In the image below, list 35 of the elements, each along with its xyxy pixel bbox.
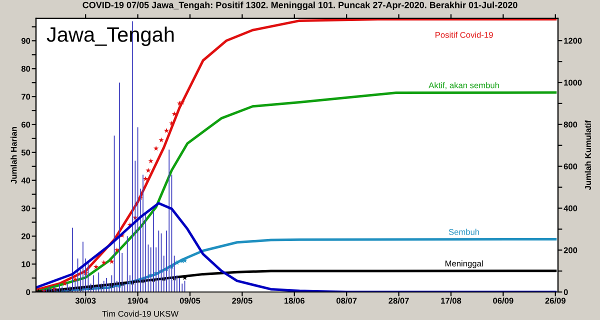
x-tick-label: 19/04 xyxy=(128,298,148,304)
y2-tick-label: 0 xyxy=(564,289,568,296)
y2-tick-label: 600 xyxy=(564,164,578,170)
series-label: Sembuh xyxy=(448,228,480,235)
y-tick-label: 60 xyxy=(21,122,30,128)
y-tick-label: 10 xyxy=(22,261,30,268)
y2-tick-label: 1000 xyxy=(564,80,582,86)
y-axis-title: Jumlah Harian xyxy=(10,127,17,184)
y2-tick-label: 200 xyxy=(564,247,578,254)
y-tick-label: 0 xyxy=(26,289,30,296)
chart-title: COVID-19 07/05 Jawa_Tengah: Positif 1302. Meninggal 101. Puncak 27-Apr-2020. Berakhir 01-Jul-2020 xyxy=(82,2,518,10)
y-tick-label: 40 xyxy=(21,178,30,184)
y2-tick-label: 800 xyxy=(564,122,578,128)
x-tick-label: 28/07 xyxy=(388,298,409,304)
series-label: Aktif, akan sembuh xyxy=(428,82,499,90)
text: Tim Covid-19 UKSW xyxy=(102,310,179,317)
y-tick-label: 30 xyxy=(21,205,30,212)
series-label: Meninggal xyxy=(446,260,483,268)
y2-tick-label: 400 xyxy=(564,205,578,212)
x-tick-label: 06/09 xyxy=(493,298,514,304)
x-tick-label: 29/05 xyxy=(232,298,252,304)
y-tick-label: 70 xyxy=(22,94,30,100)
x-tick-label: 08/07 xyxy=(336,298,357,304)
y2-tick-label: 1200 xyxy=(564,38,582,44)
y-tick-label: 80 xyxy=(21,66,30,72)
x-tick-label: 26/09 xyxy=(545,298,566,304)
y-tick-label: 50 xyxy=(21,150,30,156)
y2-axis-title: Jumlah Kumulatif xyxy=(584,120,591,190)
series-label: Positif Covid-19 xyxy=(436,32,493,38)
y-tick-label: 20 xyxy=(21,233,30,240)
x-tick-label: 30/03 xyxy=(75,298,96,304)
y-tick-label: 90 xyxy=(21,38,30,44)
x-tick-label: 18/06 xyxy=(284,298,305,304)
x-tick-label: 09/05 xyxy=(180,298,200,304)
x-tick-label: 17/08 xyxy=(441,298,462,304)
